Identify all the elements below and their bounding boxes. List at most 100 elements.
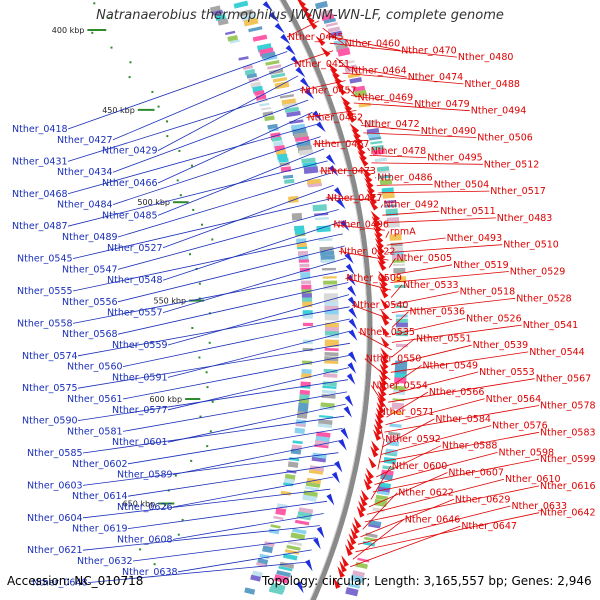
- position-dot: [139, 548, 142, 551]
- right-leader-line: [379, 431, 540, 463]
- feature-block: [302, 494, 317, 502]
- left-leader-line: [67, 160, 328, 227]
- feature-block: [294, 519, 310, 526]
- feature-block: [389, 423, 402, 428]
- position-dot: [211, 238, 214, 241]
- reverse-strand-arrow: [372, 429, 382, 441]
- feature-block: [370, 140, 383, 145]
- reverse-strand-arrow: [336, 84, 347, 96]
- forward-strand-arrow: [325, 154, 336, 166]
- feature-block: [384, 452, 397, 457]
- reverse-strand-arrow: [370, 210, 380, 222]
- reverse-strand-arrow: [345, 112, 356, 123]
- position-dot: [206, 445, 209, 448]
- left-gene-label: Nther_0556: [62, 297, 118, 308]
- forward-strand-arrow: [344, 395, 354, 407]
- feature-block: [238, 9, 254, 17]
- feature-block: [301, 157, 316, 164]
- left-gene-label: Nther_0604: [27, 513, 83, 524]
- right-leader-line: [364, 358, 391, 381]
- position-dot: [128, 76, 131, 79]
- position-dot: [181, 518, 184, 521]
- right-gene-label: Nther_0462: [308, 112, 364, 123]
- feature-block: [289, 119, 304, 125]
- reverse-strand-arrow: [342, 101, 353, 112]
- feature-block: [301, 280, 312, 285]
- right-gene-label: Nther_0584: [435, 414, 491, 425]
- position-dot: [198, 282, 201, 285]
- left-leader-line: [67, 124, 317, 195]
- reverse-strand-arrow: [380, 352, 389, 365]
- feature-block: [265, 59, 280, 66]
- feature-block: [376, 490, 390, 496]
- reverse-strand-arrow: [358, 155, 369, 167]
- feature-block: [367, 524, 381, 529]
- left-gene-label: Nther_0418: [12, 124, 68, 135]
- left-gene-label: Nther_0638: [122, 567, 178, 578]
- left-leader-line: [112, 136, 321, 205]
- feature-block: [324, 297, 339, 303]
- position-dot: [206, 386, 209, 389]
- right-gene-label: Nther_0540: [353, 300, 409, 311]
- feature-block: [302, 297, 313, 304]
- right-leader-line: [329, 42, 457, 58]
- feature-block: [395, 314, 408, 318]
- left-gene-label: Nther_0577: [112, 405, 168, 416]
- left-gene-label: Nther_0621: [27, 545, 83, 556]
- position-dot: [157, 105, 160, 108]
- position-dot: [151, 90, 154, 93]
- right-leader-line: [299, 80, 346, 91]
- reverse-strand-arrow: [355, 144, 366, 156]
- feature-block: [227, 34, 239, 42]
- forward-strand-arrow: [340, 428, 349, 440]
- right-leader-line: [312, 140, 366, 145]
- feature-block: [323, 293, 338, 299]
- feature-block: [352, 85, 366, 93]
- feature-block: [324, 335, 339, 339]
- position-dot: [129, 61, 132, 64]
- reverse-strand-arrow: [375, 243, 385, 255]
- left-leader-line: [157, 111, 313, 184]
- right-leader-line: [336, 57, 351, 71]
- feature-block: [323, 372, 338, 378]
- feature-block: [319, 414, 334, 419]
- left-leader-line: [72, 233, 343, 292]
- left-gene-label: Nther_0575: [22, 383, 78, 394]
- feature-block: [225, 30, 236, 36]
- feature-block: [288, 195, 299, 203]
- right-leader-line: [367, 147, 370, 152]
- left-gene-label: Nther_0608: [117, 534, 173, 545]
- right-gene-label: Nther_0473: [320, 166, 376, 177]
- feature-block: [273, 515, 284, 521]
- feature-block: [292, 440, 303, 445]
- right-gene-label: Nther_0616: [540, 481, 596, 492]
- position-dot: [205, 371, 208, 374]
- left-gene-label: Nther_0581: [67, 426, 123, 437]
- right-gene-label: Nther_0470: [401, 45, 457, 56]
- reverse-strand-arrow: [379, 363, 389, 376]
- feature-block: [303, 166, 319, 174]
- feature-block: [388, 431, 401, 437]
- kbp-tick-label: 450 kbp: [102, 106, 135, 115]
- right-gene-label: Nther_0550: [366, 354, 422, 365]
- feature-block: [321, 267, 336, 271]
- feature-block: [321, 13, 335, 22]
- feature-block: [294, 427, 305, 434]
- right-gene-label: Nther_0571: [379, 407, 435, 418]
- left-leader-line: [162, 184, 334, 249]
- feature-block: [297, 246, 308, 250]
- left-leader-line: [167, 294, 350, 346]
- feature-block: [324, 310, 339, 315]
- right-gene-label: Nther_0496: [333, 220, 389, 231]
- reverse-strand-arrow: [359, 494, 368, 507]
- left-leader-line: [127, 500, 328, 529]
- accession-text: Accession: NC_010718: [7, 574, 144, 588]
- left-gene-label: Nther_0559: [112, 340, 168, 351]
- feature-block: [264, 115, 275, 122]
- forward-strand-arrow: [326, 493, 335, 506]
- reverse-strand-arrow: [349, 123, 360, 134]
- feature-block: [291, 212, 303, 221]
- feature-block: [307, 182, 323, 188]
- left-leader-line: [67, 51, 288, 130]
